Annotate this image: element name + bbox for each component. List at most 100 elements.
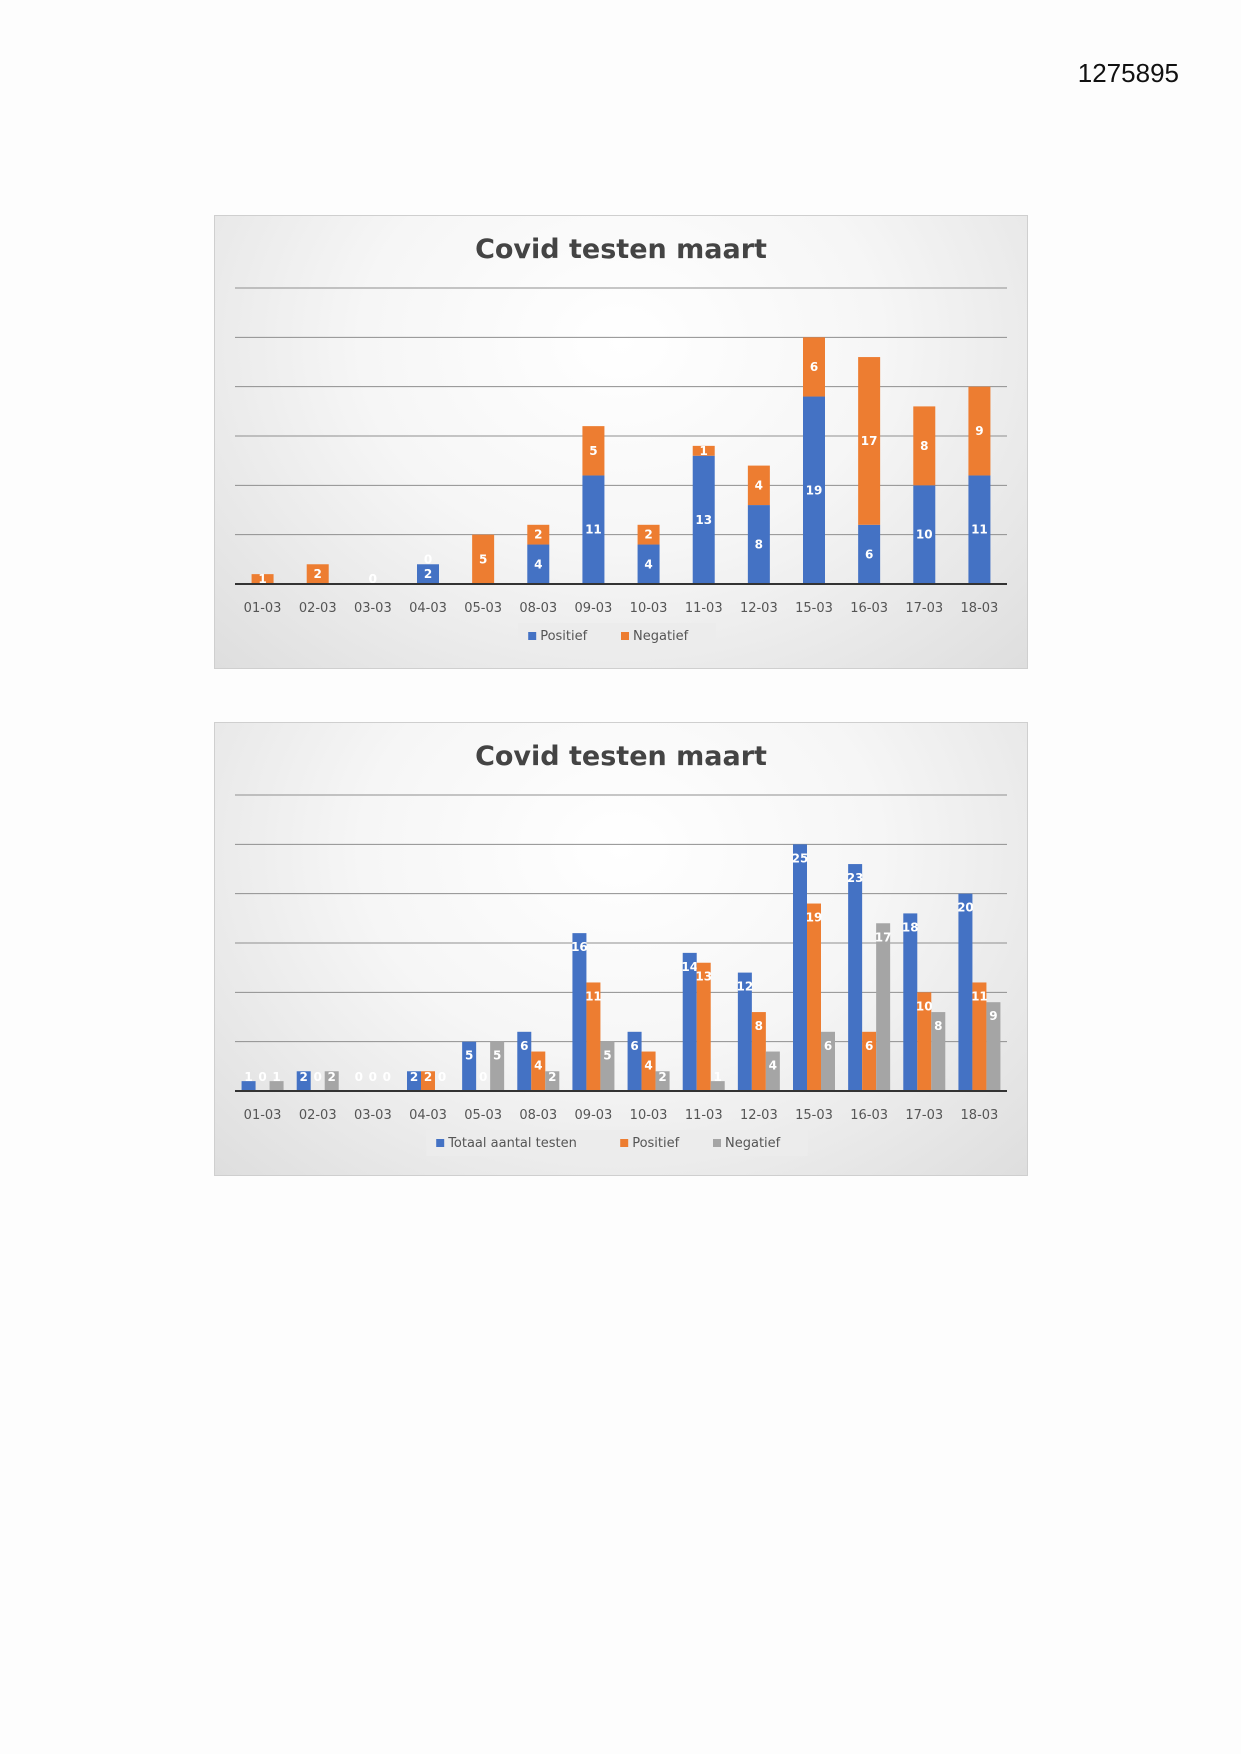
data-label-negatief: 8: [920, 439, 928, 453]
data-label-negatief: 4: [769, 1059, 777, 1073]
data-label-negatief: 8: [934, 1019, 942, 1033]
data-label-totaal-aantal-testen: 1: [244, 1070, 252, 1084]
bar-totaal-aantal-testen: [462, 1041, 477, 1091]
data-label-totaal-aantal-testen: 6: [520, 1039, 528, 1053]
bar-positief: [913, 485, 936, 584]
data-label-positief: 6: [865, 1039, 873, 1053]
x-tick-label: 05-03: [464, 601, 502, 616]
data-label-negatief: 2: [644, 528, 652, 542]
data-label-totaal-aantal-testen: 6: [630, 1039, 638, 1053]
legend-entry: Positief: [632, 1136, 679, 1151]
data-label-totaal-aantal-testen: 23: [847, 871, 864, 885]
legend-entry: Negatief: [633, 629, 689, 644]
legend-swatch: [528, 632, 537, 640]
x-tick-label: 11-03: [685, 601, 723, 616]
legend-swatch: [713, 1139, 721, 1147]
bar-positief: [803, 396, 825, 584]
legend-background: [426, 1130, 808, 1156]
x-tick-label: 18-03: [961, 601, 999, 616]
bar-totaal-aantal-testen: [296, 1071, 311, 1091]
bar-positief: [582, 475, 605, 584]
data-label-negatief: 6: [810, 360, 818, 374]
x-tick-label: 10-03: [630, 1108, 668, 1123]
data-label-negatief: 2: [534, 528, 542, 542]
bar-negatief: [490, 1041, 505, 1091]
x-tick-label: 12-03: [740, 1108, 778, 1123]
bar-totaal-aantal-testen: [572, 933, 587, 1091]
x-tick-label: 15-03: [795, 1108, 833, 1123]
bar-negatief: [306, 564, 329, 584]
x-tick-label: 10-03: [630, 601, 668, 616]
bar-positief: [972, 982, 987, 1091]
bar-negatief: [637, 524, 660, 545]
data-label-negatief: 17: [875, 930, 892, 944]
bar-totaal-aantal-testen: [848, 864, 863, 1091]
bar-positief: [421, 1071, 435, 1091]
bar-positief: [637, 544, 660, 584]
data-label-positief: 10: [916, 999, 933, 1013]
data-label-negatief: 2: [328, 1070, 336, 1084]
legend-entry: Negatief: [725, 1136, 781, 1151]
bar-totaal-aantal-testen: [627, 1031, 642, 1091]
legend-entry: Positief: [540, 629, 587, 644]
data-label-positief: 4: [644, 557, 652, 571]
x-tick-label: 03-03: [354, 601, 392, 616]
bar-positief: [527, 544, 550, 584]
data-label-positief: 8: [755, 538, 763, 552]
bar-negatief: [269, 1081, 284, 1091]
legend-swatch: [436, 1139, 445, 1147]
data-label-positief: 13: [695, 513, 712, 527]
data-label-positief: 6: [865, 547, 873, 561]
bar-negatief: [876, 923, 891, 1091]
x-tick-label: 02-03: [299, 1108, 337, 1123]
bar-positief: [917, 992, 932, 1091]
bar-positief: [807, 903, 821, 1091]
bar-negatief: [527, 524, 550, 545]
x-tick-label: 16-03: [850, 601, 888, 616]
bar-negatief: [821, 1031, 835, 1091]
x-tick-label: 17-03: [905, 1108, 943, 1123]
data-label-positief: 4: [644, 1059, 652, 1073]
data-label-positief: 13: [695, 970, 712, 984]
bar-totaal-aantal-testen: [958, 893, 973, 1091]
x-tick-label: 16-03: [850, 1108, 888, 1123]
x-tick-label: 08-03: [519, 1108, 557, 1123]
bar-negatief: [692, 445, 715, 456]
legend-entry: Totaal aantal testen: [447, 1136, 577, 1151]
data-label-positief: 0: [314, 1070, 322, 1084]
x-tick-label: 05-03: [464, 1108, 502, 1123]
bar-totaal-aantal-testen: [903, 913, 918, 1091]
bar-totaal-aantal-testen: [682, 952, 697, 1091]
bar-negatief: [545, 1071, 560, 1091]
data-label-totaal-aantal-testen: 12: [737, 980, 754, 994]
bar-negatief: [858, 357, 881, 525]
bar-positief: [531, 1051, 546, 1091]
data-label-negatief: 2: [314, 567, 322, 581]
bar-positief: [968, 475, 991, 584]
bar-negatief: [803, 337, 825, 397]
x-tick-label: 15-03: [795, 601, 833, 616]
legend-background: [518, 623, 716, 649]
bar-negatief: [968, 386, 991, 476]
bar-negatief: [765, 1051, 780, 1091]
bar-positief: [641, 1051, 656, 1091]
bar-negatief: [986, 1002, 1001, 1091]
data-label-totaal-aantal-testen: 2: [410, 1070, 418, 1084]
bar-negatief: [710, 1081, 725, 1091]
x-tick-label: 02-03: [299, 601, 337, 616]
bar-negatief: [913, 406, 936, 486]
data-label-negatief: 1: [700, 444, 708, 458]
data-label-positief: 2: [424, 1070, 432, 1084]
data-label-positief: 0: [258, 1070, 266, 1084]
x-tick-label: 01-03: [244, 601, 282, 616]
data-label-negatief: 0: [383, 1070, 391, 1084]
bar-positief: [696, 962, 711, 1091]
data-label-totaal-aantal-testen: 2: [300, 1070, 308, 1084]
bar-positief: [586, 982, 601, 1091]
chart-title: Covid testen maart: [475, 741, 767, 772]
bar-negatief: [582, 426, 605, 476]
stacked-bar-chart-svg: Covid testen maart01-030102-030203-03000…: [235, 234, 1007, 649]
bar-negatief: [251, 574, 274, 584]
data-label-negatief: 0: [438, 1070, 446, 1084]
